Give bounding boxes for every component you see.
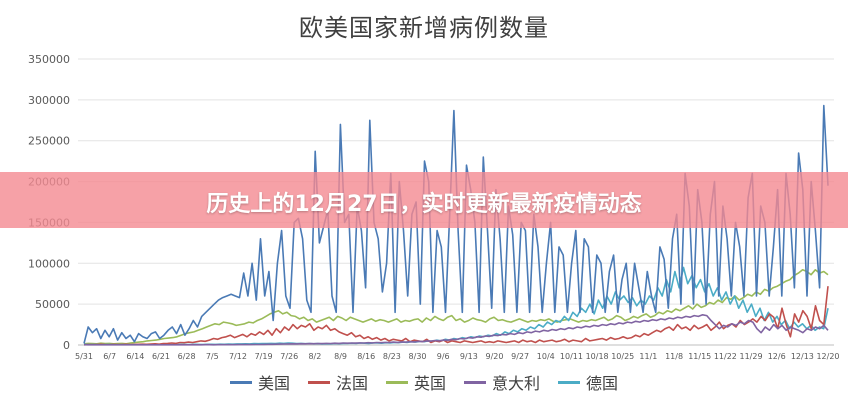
legend-swatch-fr [307, 380, 330, 384]
y-tick-label: 250000 [28, 135, 70, 148]
legend-swatch-it [464, 380, 486, 384]
legend-item-us: 美国 [229, 370, 290, 394]
y-tick-label: 100000 [28, 257, 70, 270]
x-tick-label: 6/21 [152, 352, 170, 361]
series-line-3 [83, 313, 829, 346]
banner-text: 历史上的12月27日，实时更新最新疫情动态 [206, 192, 642, 217]
x-axis-ticks: 5/31 6/7 6/14 6/21 6/28 7/5 7/12 7/19 7/26 8/2 8/9… [75, 352, 840, 361]
x-tick-label: 11/15 [688, 352, 711, 361]
x-tick-label: 11/8 [665, 352, 683, 361]
x-tick-label: 10/4 [537, 352, 555, 361]
x-tick-label: 11/22 [714, 352, 737, 361]
overlay-banner: 历史上的12月27日，实时更新最新疫情动态 [0, 172, 848, 228]
legend-swatch-us [229, 380, 252, 384]
series-line-2 [83, 268, 829, 345]
x-tick-label: 8/9 [334, 352, 347, 361]
x-tick-label: 9/20 [485, 352, 503, 361]
x-tick-label: 11/1 [639, 352, 657, 361]
x-tick-label: 8/2 [308, 352, 321, 361]
x-tick-label: 5/31 [75, 352, 93, 361]
x-tick-label: 12/13 [791, 352, 814, 361]
x-tick-label: 7/12 [229, 352, 247, 361]
x-tick-label: 7/26 [280, 352, 298, 361]
x-tick-label: 6/7 [103, 352, 116, 361]
legend-item-it: 意大利 [464, 370, 540, 394]
x-tick-label: 6/14 [126, 352, 144, 361]
legend-label-uk: 英国 [413, 374, 446, 393]
x-tick-label: 8/30 [409, 352, 427, 361]
legend-label-us: 美国 [257, 374, 290, 393]
x-tick-label: 12/6 [768, 352, 786, 361]
x-tick-label: 9/27 [511, 352, 529, 361]
legend-label-de: 德国 [586, 374, 619, 393]
chart-title: 欧美国家新增病例数量 [299, 14, 549, 42]
y-tick-label: 300000 [28, 94, 70, 107]
x-tick-label: 10/11 [560, 352, 583, 361]
x-tick-label: 6/28 [178, 352, 196, 361]
series-line-4 [83, 266, 829, 346]
legend-label-it: 意大利 [492, 374, 541, 393]
x-tick-label: 10/18 [586, 352, 609, 361]
series-lines [83, 104, 829, 346]
series-line-0 [83, 104, 829, 344]
legend-label-fr: 法国 [335, 374, 368, 393]
legend-swatch-uk [385, 380, 408, 384]
x-tick-label: 9/13 [460, 352, 478, 361]
legend-item-uk: 英国 [385, 370, 446, 394]
x-tick-label: 9/6 [437, 352, 450, 361]
y-tick-label: 350000 [28, 53, 70, 66]
x-tick-label: 10/25 [611, 352, 634, 361]
x-tick-label: 11/29 [740, 352, 763, 361]
x-tick-label: 8/16 [357, 352, 375, 361]
x-tick-label: 12/20 [816, 352, 839, 361]
series-line-1 [83, 286, 829, 346]
legend-item-fr: 法国 [307, 370, 368, 394]
legend-item-de: 德国 [558, 370, 618, 394]
x-tick-label: 7/19 [255, 352, 273, 361]
x-tick-label: 8/23 [383, 352, 401, 361]
chart-legend: 美国 法国 英国 意大利 德国 [0, 370, 848, 394]
legend-swatch-de [558, 380, 581, 384]
y-tick-label: 0 [63, 339, 70, 352]
y-tick-label: 50000 [35, 298, 70, 311]
x-tick-label: 7/5 [206, 352, 219, 361]
